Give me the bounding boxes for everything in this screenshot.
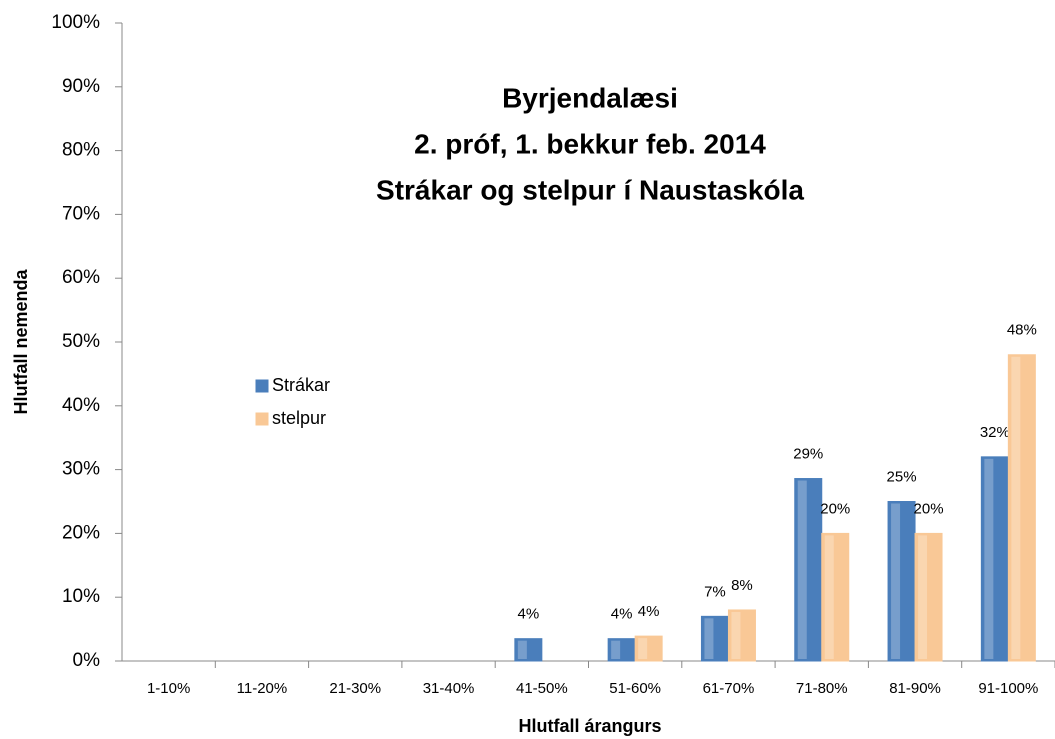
chart-title: Byrjendalæsi	[502, 82, 678, 113]
bar	[727, 609, 756, 662]
data-label: 32%	[980, 424, 1010, 441]
bar-highlight	[1011, 356, 1021, 659]
bar-highlight	[638, 638, 648, 659]
data-label: 48%	[1007, 322, 1037, 339]
bar-highlight	[517, 640, 527, 659]
data-label: 4%	[518, 606, 540, 623]
y-tick-label: 20%	[62, 522, 100, 543]
y-tick-label: 100%	[51, 12, 100, 33]
x-axis-title: Hlutfall árangurs	[518, 716, 661, 736]
bar	[821, 532, 850, 662]
x-tick-label: 1-10%	[147, 680, 190, 697]
y-tick-label: 30%	[62, 459, 100, 480]
bar-highlight	[824, 535, 834, 659]
legend-swatch	[255, 412, 269, 426]
bar	[794, 478, 823, 662]
data-label: 20%	[820, 500, 850, 517]
bar-highlight	[797, 480, 807, 659]
bar-highlight	[704, 618, 714, 659]
y-tick-label: 0%	[73, 650, 101, 671]
y-tick-label: 80%	[62, 140, 100, 161]
x-tick-label: 81-90%	[889, 680, 941, 697]
x-tick-label: 41-50%	[516, 680, 568, 697]
bar	[514, 638, 543, 662]
bar	[634, 635, 663, 662]
data-label: 4%	[611, 606, 633, 623]
x-tick-label: 71-80%	[796, 680, 848, 697]
legend-label: Strákar	[272, 375, 330, 395]
y-tick-label: 50%	[62, 331, 100, 352]
data-label: 8%	[731, 577, 753, 594]
y-tick-label: 60%	[62, 267, 100, 288]
legend-label: stelpur	[272, 408, 326, 428]
bar	[980, 456, 1009, 662]
bar-highlight	[984, 458, 994, 659]
x-tick-label: 51-60%	[609, 680, 661, 697]
bar	[1007, 354, 1036, 662]
x-tick-label: 11-20%	[237, 680, 288, 697]
y-tick-label: 70%	[62, 203, 100, 224]
y-axis-title: Hlutfall nemenda	[11, 269, 31, 415]
bar	[700, 615, 729, 662]
y-tick-label: 10%	[62, 586, 100, 607]
x-tick-label: 21-30%	[329, 680, 381, 697]
bar	[887, 501, 916, 662]
bar-highlight	[891, 503, 901, 659]
x-tick-label: 91-100%	[978, 680, 1038, 697]
bar-highlight	[731, 611, 741, 659]
chart-title: 2. próf, 1. bekkur feb. 2014	[414, 128, 766, 159]
bar-highlight	[611, 640, 621, 659]
data-label: 7%	[704, 583, 726, 600]
bar	[914, 532, 943, 662]
legend-swatch	[255, 379, 269, 393]
y-tick-label: 90%	[62, 76, 100, 97]
data-label: 25%	[887, 468, 917, 485]
y-tick-label: 40%	[62, 395, 100, 416]
x-tick-label: 61-70%	[703, 680, 755, 697]
data-label: 4%	[638, 603, 660, 620]
data-label: 20%	[914, 500, 944, 517]
bar-highlight	[918, 535, 928, 659]
chart-title: Strákar og stelpur í Naustaskóla	[376, 174, 804, 205]
x-tick-label: 31-40%	[423, 680, 475, 697]
data-label: 29%	[793, 446, 823, 463]
